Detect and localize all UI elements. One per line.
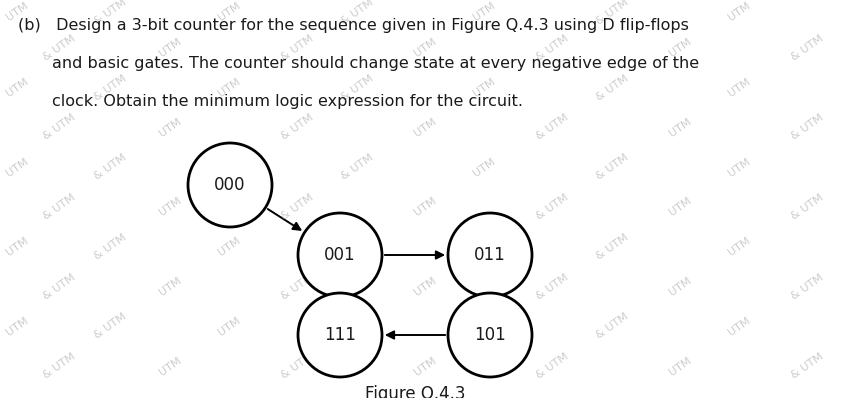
Text: UTM: UTM [667, 37, 693, 59]
Text: & UTM: & UTM [93, 73, 128, 102]
Text: UTM: UTM [667, 196, 693, 218]
FancyArrowPatch shape [387, 332, 445, 339]
Text: UTM: UTM [472, 1, 497, 23]
Text: UTM: UTM [4, 1, 30, 23]
Text: & UTM: & UTM [535, 33, 570, 62]
Text: & UTM: & UTM [594, 312, 630, 341]
Text: UTM: UTM [412, 355, 438, 377]
FancyArrowPatch shape [385, 252, 443, 259]
Text: & UTM: & UTM [280, 33, 315, 62]
FancyArrowPatch shape [337, 288, 343, 296]
Text: & UTM: & UTM [42, 33, 77, 62]
Text: & UTM: & UTM [280, 192, 315, 222]
Text: 001: 001 [324, 246, 356, 264]
Text: & UTM: & UTM [535, 113, 570, 142]
Circle shape [188, 143, 272, 227]
Text: UTM: UTM [412, 116, 438, 139]
Text: & UTM: & UTM [594, 73, 630, 102]
Text: UTM: UTM [157, 196, 183, 218]
Text: UTM: UTM [727, 315, 752, 338]
Text: UTM: UTM [412, 37, 438, 59]
Text: & UTM: & UTM [93, 232, 128, 261]
Text: UTM: UTM [472, 76, 497, 99]
Text: UTM: UTM [217, 156, 242, 178]
Text: & UTM: & UTM [535, 192, 570, 222]
Text: & UTM: & UTM [790, 113, 825, 142]
Text: UTM: UTM [667, 116, 693, 139]
Text: UTM: UTM [727, 156, 752, 178]
Text: UTM: UTM [157, 355, 183, 377]
Text: & UTM: & UTM [280, 272, 315, 301]
Text: & UTM: & UTM [42, 272, 77, 301]
Text: & UTM: & UTM [93, 152, 128, 182]
Text: & UTM: & UTM [93, 312, 128, 341]
Text: & UTM: & UTM [339, 312, 375, 341]
Text: & UTM: & UTM [535, 351, 570, 381]
Text: & UTM: & UTM [790, 351, 825, 381]
Text: & UTM: & UTM [42, 351, 77, 381]
Text: Figure Q.4.3: Figure Q.4.3 [365, 385, 465, 398]
Text: and basic gates. The counter should change state at every negative edge of the: and basic gates. The counter should chan… [52, 56, 699, 71]
Text: & UTM: & UTM [790, 272, 825, 301]
Text: UTM: UTM [4, 76, 30, 99]
Text: UTM: UTM [667, 275, 693, 298]
Text: & UTM: & UTM [93, 0, 128, 27]
Text: UTM: UTM [472, 236, 497, 258]
Text: UTM: UTM [4, 315, 30, 338]
Circle shape [298, 293, 382, 377]
Text: & UTM: & UTM [594, 0, 630, 27]
Text: & UTM: & UTM [339, 232, 375, 261]
Text: & UTM: & UTM [339, 0, 375, 27]
Text: & UTM: & UTM [594, 152, 630, 182]
FancyArrowPatch shape [486, 294, 494, 302]
Text: UTM: UTM [727, 1, 752, 23]
Text: UTM: UTM [157, 116, 183, 139]
Text: & UTM: & UTM [535, 272, 570, 301]
Text: UTM: UTM [217, 1, 242, 23]
Text: 101: 101 [474, 326, 506, 344]
Text: UTM: UTM [667, 355, 693, 377]
Text: & UTM: & UTM [280, 351, 315, 381]
Text: & UTM: & UTM [280, 113, 315, 142]
Text: UTM: UTM [157, 275, 183, 298]
Text: & UTM: & UTM [790, 192, 825, 222]
Text: 111: 111 [324, 326, 356, 344]
Text: (b)   Design a 3-bit counter for the sequence given in Figure Q.4.3 using D flip: (b) Design a 3-bit counter for the seque… [18, 18, 688, 33]
Circle shape [448, 293, 532, 377]
Text: UTM: UTM [217, 236, 242, 258]
Text: UTM: UTM [412, 196, 438, 218]
Circle shape [298, 213, 382, 297]
Text: UTM: UTM [4, 156, 30, 178]
Text: UTM: UTM [217, 76, 242, 99]
Circle shape [448, 213, 532, 297]
Text: UTM: UTM [727, 236, 752, 258]
Text: & UTM: & UTM [339, 152, 375, 182]
Text: clock. Obtain the minimum logic expression for the circuit.: clock. Obtain the minimum logic expressi… [52, 94, 523, 109]
Text: UTM: UTM [727, 76, 752, 99]
Text: UTM: UTM [217, 315, 242, 338]
Text: 000: 000 [214, 176, 246, 194]
Text: & UTM: & UTM [790, 33, 825, 62]
Text: & UTM: & UTM [42, 192, 77, 222]
Text: & UTM: & UTM [594, 232, 630, 261]
Text: & UTM: & UTM [42, 113, 77, 142]
Text: 011: 011 [474, 246, 506, 264]
Text: UTM: UTM [472, 156, 497, 178]
Text: UTM: UTM [157, 37, 183, 59]
FancyArrowPatch shape [268, 209, 300, 230]
Text: UTM: UTM [412, 275, 438, 298]
Text: & UTM: & UTM [339, 73, 375, 102]
Text: UTM: UTM [4, 236, 30, 258]
Text: UTM: UTM [472, 315, 497, 338]
